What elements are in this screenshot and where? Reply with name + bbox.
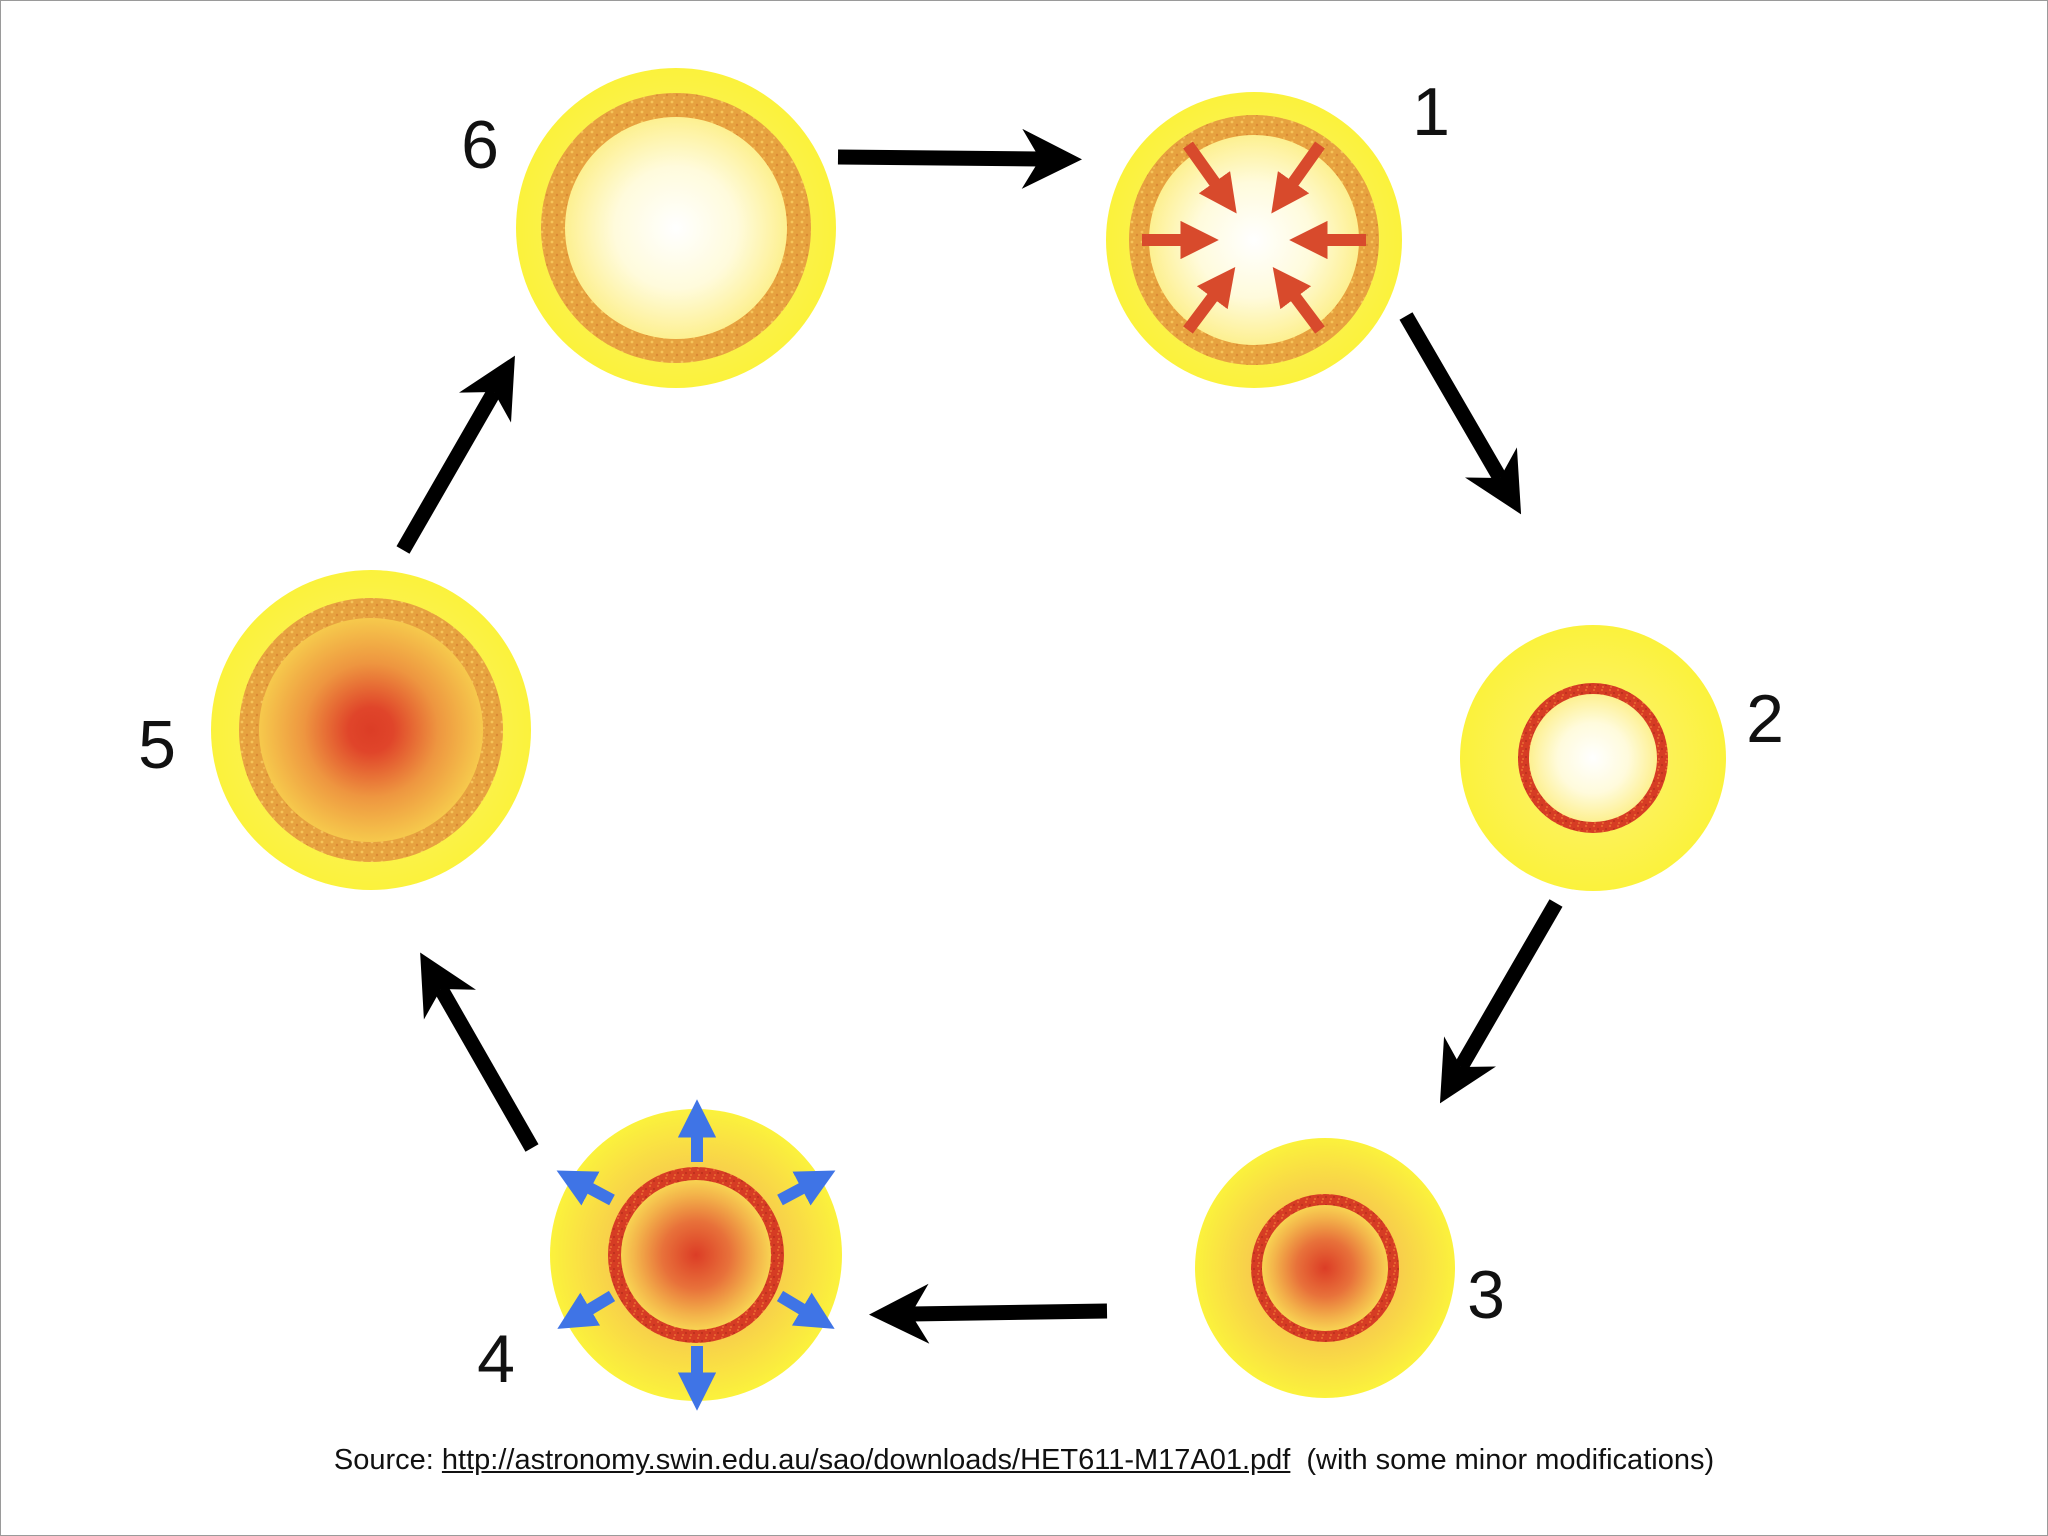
- stage-5-label: 5: [138, 707, 176, 783]
- stage-3-star: [1195, 1138, 1455, 1398]
- outward-arrow-icon: [557, 1290, 616, 1329]
- source-suffix: (with some minor modifications): [1306, 1444, 1715, 1476]
- inward-arrow-icon: [1271, 141, 1325, 214]
- source-citation: Source: http://astronomy.swin.edu.au/sao…: [0, 1444, 2048, 1477]
- inward-arrow-icon: [1272, 266, 1325, 334]
- arrow-6-to-1-icon: [837, 128, 1082, 189]
- stage-4-star: [550, 1109, 842, 1401]
- arrow-2-to-3-icon: [1439, 899, 1563, 1104]
- stage-1-label: 1: [1412, 74, 1450, 150]
- stage-2-label: 2: [1746, 681, 1784, 757]
- source-prefix: Source:: [333, 1444, 434, 1476]
- stage-1-inward-arrows: [1142, 141, 1366, 334]
- source-link[interactable]: http://astronomy.swin.edu.au/sao/downloa…: [441, 1444, 1291, 1476]
- outward-arrow-icon: [776, 1290, 835, 1329]
- stage-6-label: 6: [461, 107, 499, 183]
- stage-4-label: 4: [477, 1321, 515, 1397]
- arrow-3-to-4-icon: [869, 1283, 1108, 1344]
- stage-6-star: [516, 68, 836, 388]
- arrow-4-to-5-icon: [420, 952, 539, 1152]
- stage-2-star: [1460, 625, 1726, 891]
- outward-arrow-icon: [777, 1170, 836, 1206]
- stage-3-label: 3: [1467, 1257, 1505, 1333]
- cycle-arrows: [396, 128, 1563, 1344]
- inward-arrow-icon: [1183, 141, 1237, 214]
- arrow-1-to-2-icon: [1399, 312, 1522, 515]
- stage-5-star: [211, 570, 531, 890]
- arrow-5-to-6-icon: [396, 355, 515, 554]
- stage-4-outward-arrows: [556, 1099, 836, 1411]
- inward-arrow-icon: [1183, 266, 1236, 334]
- outward-arrow-icon: [556, 1170, 615, 1206]
